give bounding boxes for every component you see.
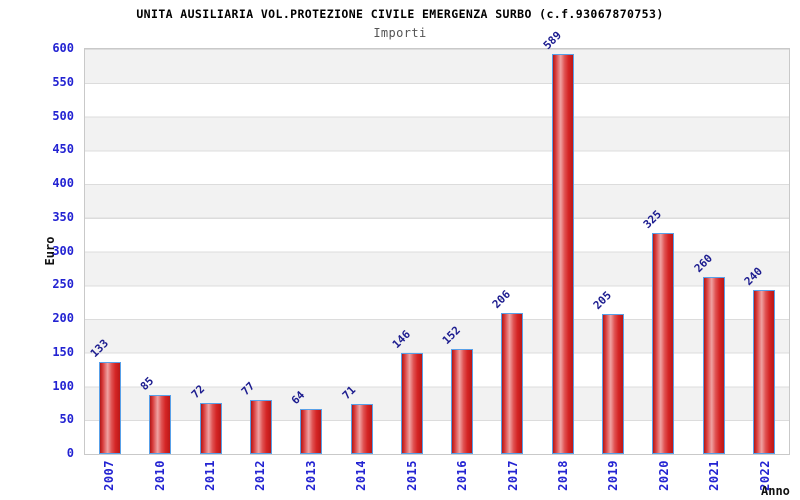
bar: [501, 312, 524, 454]
y-tick-label: 350: [52, 209, 74, 224]
x-tick-label: 2019: [606, 460, 621, 491]
x-tick-label: 2013: [303, 460, 318, 491]
y-tick-label: 50: [59, 412, 74, 427]
bar-slot: 71: [336, 49, 386, 454]
x-tick-label: 2020: [656, 460, 671, 491]
y-tick-label: 450: [52, 142, 74, 157]
bar: [300, 408, 323, 454]
bar: [249, 400, 272, 454]
bar: [652, 232, 675, 454]
x-tick: 2017: [487, 460, 537, 500]
bar: [451, 349, 474, 454]
x-tick: 2015: [387, 460, 437, 500]
bar-value-label: 260: [691, 251, 715, 275]
y-tick-label: 300: [52, 243, 74, 258]
bar-slot: 64: [286, 49, 336, 454]
bar-value-label: 64: [289, 388, 308, 407]
bar-slot: 152: [437, 49, 487, 454]
bar-slot: 133: [85, 49, 135, 454]
y-tick-label: 200: [52, 311, 74, 325]
bar-value-label: 325: [641, 207, 665, 231]
x-tick: 2020: [639, 460, 689, 500]
bar: [752, 290, 775, 454]
x-tick-label: 2018: [556, 460, 571, 491]
x-tick: 2014: [336, 460, 386, 500]
y-tick-label: 150: [52, 344, 74, 359]
plot-area: 133 85 72 77 64 71 146 152 206 589 205 325 260 240: [84, 29, 790, 455]
bar-slot: 260: [688, 49, 738, 454]
chart-subtitle: Importi: [373, 26, 427, 40]
bar-value-label: 152: [439, 324, 464, 348]
bar: [551, 54, 574, 454]
y-tick-label: 600: [52, 41, 74, 55]
x-tick: 2012: [235, 460, 285, 500]
bar-slot: 146: [387, 49, 437, 454]
y-tick-label: 500: [52, 108, 74, 123]
bar-value-label: 206: [490, 287, 514, 311]
y-tick-label: 0: [66, 446, 74, 460]
bar: [149, 394, 172, 454]
bar-value-label: 205: [590, 288, 615, 312]
x-tick-label: 2012: [253, 460, 268, 491]
bar-slot: 72: [186, 49, 236, 454]
bar-value-label: 133: [87, 336, 112, 361]
bar-slot: 240: [739, 49, 789, 454]
y-tick-label: 550: [52, 74, 74, 89]
bar-slot: 205: [588, 49, 638, 454]
bar: [400, 353, 423, 454]
bar: [199, 403, 222, 454]
bar-value-label: 85: [138, 374, 157, 393]
bar-slot: 85: [135, 49, 185, 454]
x-tick-label: 2015: [404, 460, 419, 491]
x-tick: 2011: [185, 460, 235, 500]
bar-value-label: 72: [188, 382, 208, 402]
x-tick-label: 2011: [203, 460, 218, 491]
bar: [99, 362, 122, 454]
x-tick-label: 2007: [102, 460, 117, 491]
bar-slot: 325: [638, 49, 688, 454]
bar: [350, 404, 373, 454]
x-tick: 2013: [286, 460, 336, 500]
x-axis-ticks: 2007 2010 2011 2012 2013 2014 2015 2016 2017 2018…: [84, 460, 790, 500]
x-tick: 2007: [84, 460, 134, 500]
bar: [702, 276, 725, 454]
x-tick: 2018: [538, 460, 588, 500]
bar-value-label: 240: [741, 264, 765, 288]
x-tick: 2010: [134, 460, 184, 500]
x-tick: 2021: [689, 460, 739, 500]
x-tick: 2019: [588, 460, 638, 500]
chart-title: UNITA AUSILIARIA VOL.PROTEZIONE CIVILE E…: [136, 7, 664, 21]
x-tick-label: 2010: [152, 460, 167, 491]
y-tick-label: 400: [52, 176, 74, 190]
bar-slot: 206: [487, 49, 537, 454]
bar-value-label: 71: [339, 383, 358, 403]
bar-slot: 589: [538, 29, 588, 454]
x-tick-label: 2017: [505, 460, 520, 491]
x-tick-label: 2014: [354, 460, 369, 491]
bar-value-label: 77: [238, 379, 258, 399]
x-tick: 2016: [437, 460, 487, 500]
bar: [601, 313, 624, 454]
x-tick-label: 2021: [707, 460, 722, 491]
bar-value-label: 146: [389, 328, 413, 352]
x-axis-label: Anno: [761, 484, 790, 498]
y-tick-label: 100: [52, 378, 74, 393]
x-tick-label: 2016: [455, 460, 470, 491]
bar-slot: 77: [236, 49, 286, 454]
y-tick-label: 250: [52, 277, 74, 292]
